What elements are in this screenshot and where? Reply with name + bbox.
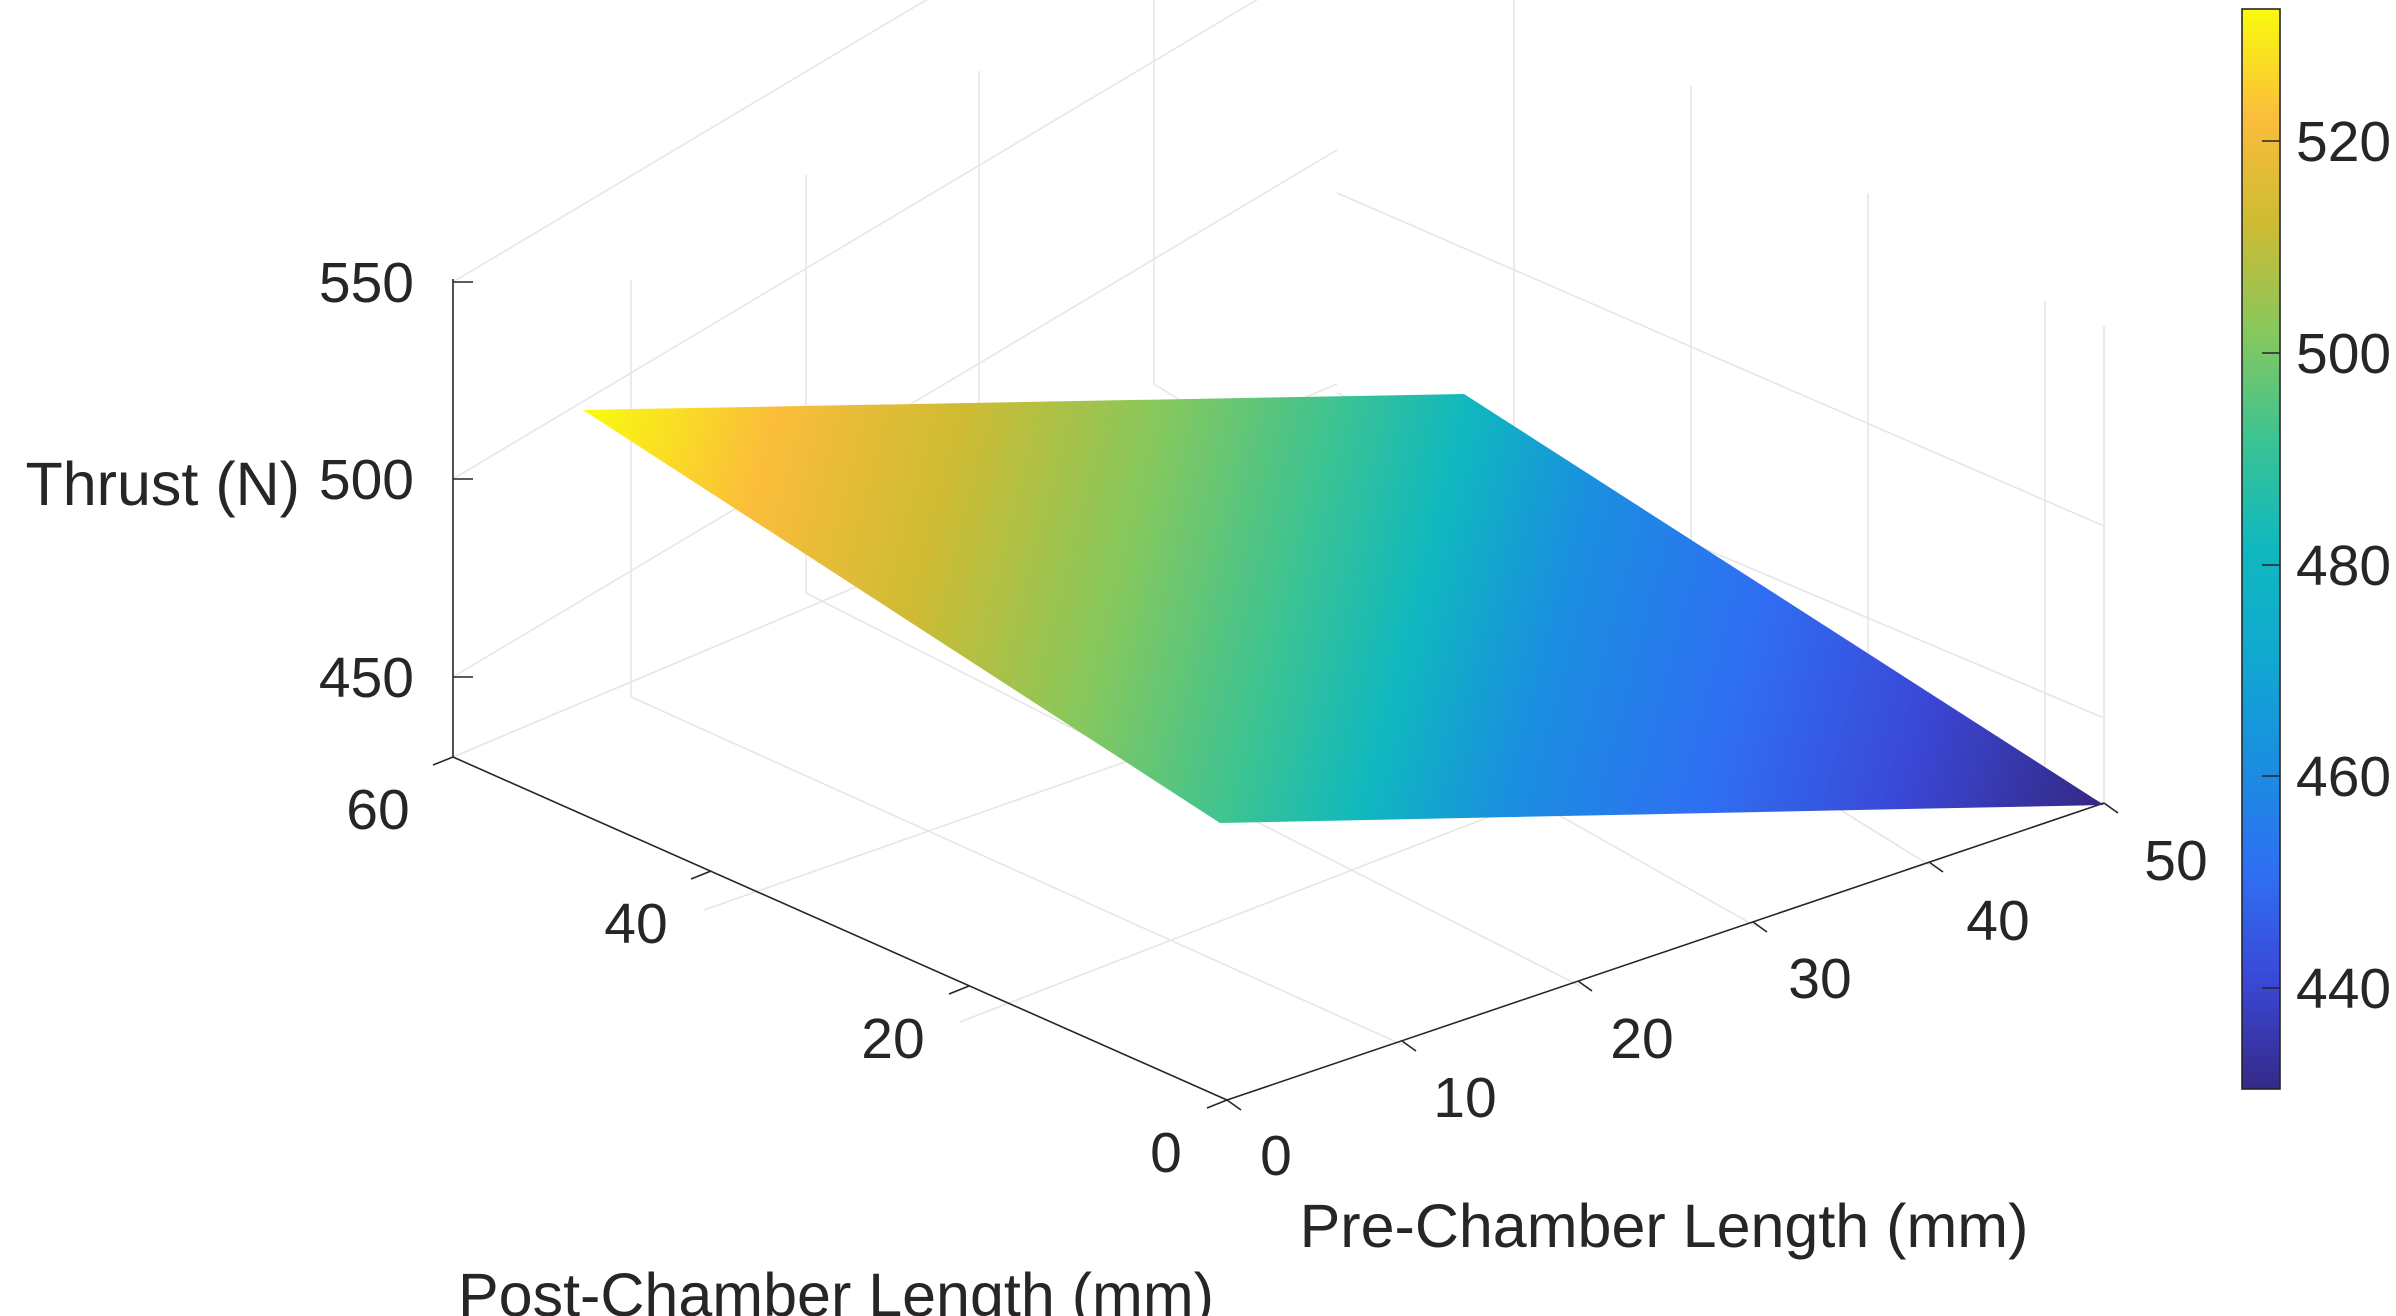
colorbar-ramp bbox=[2241, 8, 2281, 1090]
y-tick-labels: 0 10 20 30 40 50 bbox=[1260, 829, 2208, 1188]
z-tick-label: 450 bbox=[319, 646, 414, 710]
y-axis-label: Pre-Chamber Length (mm) bbox=[1300, 1192, 2029, 1260]
colorbar: 440 460 480 500 520 bbox=[2241, 8, 2391, 1090]
y-tick-label: 30 bbox=[1788, 947, 1851, 1011]
grid-line bbox=[452, 0, 928, 283]
y-tick-mark bbox=[1577, 980, 1593, 992]
thrust-surface bbox=[583, 394, 2104, 823]
z-tick-label: 550 bbox=[319, 251, 414, 315]
x-tick-mark bbox=[432, 756, 454, 766]
y-tick-mark bbox=[1928, 861, 1944, 873]
x-tick-mark bbox=[948, 985, 970, 995]
grid-line bbox=[630, 696, 1404, 1046]
colorbar-ticks bbox=[2262, 140, 2280, 989]
colorbar-tick-label: 520 bbox=[2296, 110, 2391, 174]
colorbar-tick-label: 480 bbox=[2296, 534, 2391, 598]
z-tick-label: 500 bbox=[319, 448, 414, 512]
y-tick-label: 40 bbox=[1966, 889, 2029, 953]
y-axis-line bbox=[1226, 802, 2105, 1101]
x-tick-label: 20 bbox=[861, 1007, 924, 1071]
y-tick-label: 20 bbox=[1610, 1007, 1673, 1071]
y-tick-mark bbox=[1752, 921, 1768, 933]
colorbar-tick-label: 460 bbox=[2296, 745, 2391, 809]
x-axis-line bbox=[452, 756, 1228, 1101]
colorbar-tick-label: 500 bbox=[2296, 322, 2391, 386]
x-tick-mark bbox=[690, 870, 712, 880]
x-tick-labels: 0 20 40 60 bbox=[346, 778, 1182, 1185]
colorbar-tick-label: 440 bbox=[2296, 957, 2391, 1021]
grid-line bbox=[1336, 192, 2105, 527]
z-axis-label: Thrust (N) bbox=[26, 450, 301, 518]
x-tick-label: 40 bbox=[604, 892, 667, 956]
x-tick-mark bbox=[1206, 1099, 1228, 1109]
y-tick-label: 50 bbox=[2144, 829, 2207, 893]
y-tick-mark bbox=[1226, 1099, 1242, 1111]
y-tick-mark bbox=[1401, 1040, 1417, 1052]
grid-lines bbox=[452, 0, 2105, 1046]
axes bbox=[432, 279, 2119, 1111]
x-tick-label: 0 bbox=[1150, 1121, 1182, 1185]
grid-line bbox=[452, 0, 1259, 480]
y-tick-mark bbox=[2103, 802, 2119, 814]
z-tick-labels: 450 500 550 bbox=[319, 251, 414, 710]
y-tick-label: 0 bbox=[1260, 1124, 1292, 1188]
y-tick-label: 10 bbox=[1433, 1066, 1496, 1130]
x-tick-label: 60 bbox=[346, 778, 409, 842]
x-axis-label: Post-Chamber Length (mm) bbox=[458, 1261, 1214, 1316]
